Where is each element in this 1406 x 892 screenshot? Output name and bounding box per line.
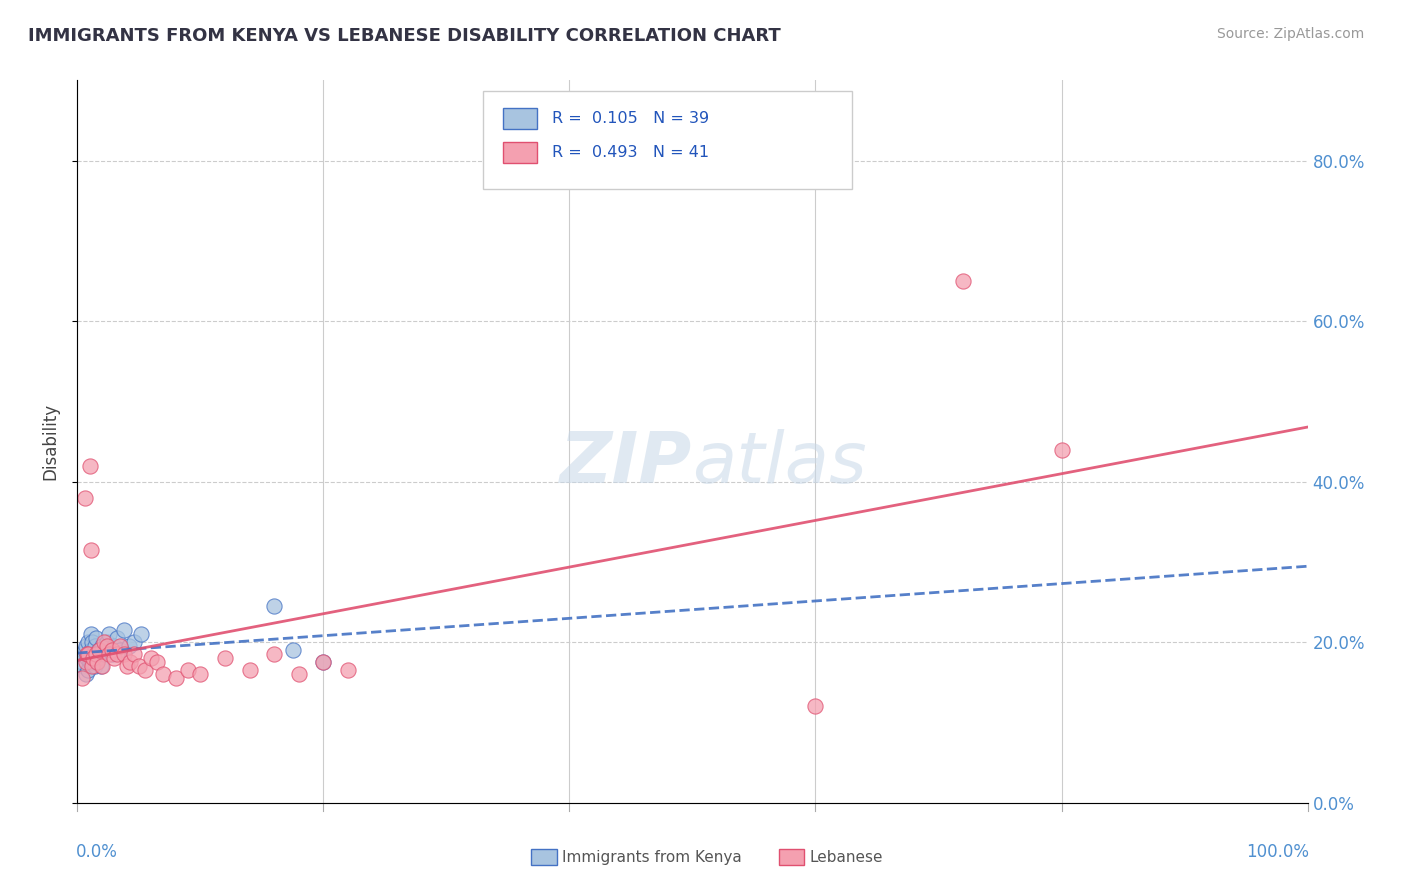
Point bbox=[177, 664, 200, 678]
Point bbox=[76, 651, 98, 665]
Point bbox=[118, 639, 141, 653]
Point bbox=[134, 664, 156, 678]
Text: IMMIGRANTS FROM KENYA VS LEBANESE DISABILITY CORRELATION CHART: IMMIGRANTS FROM KENYA VS LEBANESE DISABI… bbox=[28, 27, 780, 45]
Point bbox=[77, 635, 100, 649]
Point bbox=[1050, 442, 1073, 457]
Point bbox=[90, 659, 114, 673]
Point bbox=[98, 627, 121, 641]
Point bbox=[79, 648, 101, 662]
Point bbox=[112, 648, 135, 662]
Point bbox=[952, 274, 974, 288]
Point bbox=[73, 643, 96, 657]
Point bbox=[82, 635, 104, 649]
Point bbox=[87, 651, 110, 665]
Point bbox=[82, 655, 104, 669]
Point bbox=[105, 648, 128, 662]
Point bbox=[70, 655, 93, 669]
Text: Lebanese: Lebanese bbox=[810, 850, 883, 864]
Point bbox=[98, 648, 121, 662]
Point bbox=[75, 639, 97, 653]
Point bbox=[73, 491, 96, 505]
Point bbox=[89, 643, 111, 657]
Text: Source: ZipAtlas.com: Source: ZipAtlas.com bbox=[1216, 27, 1364, 41]
Text: R =  0.493   N = 41: R = 0.493 N = 41 bbox=[553, 145, 710, 160]
Point bbox=[281, 643, 304, 657]
Point bbox=[129, 627, 153, 641]
Point bbox=[110, 643, 132, 657]
Text: 0.0%: 0.0% bbox=[76, 843, 118, 861]
Bar bbox=[531, 849, 557, 865]
Point bbox=[70, 671, 93, 685]
Point bbox=[103, 639, 125, 653]
FancyBboxPatch shape bbox=[503, 143, 537, 162]
Point bbox=[105, 632, 128, 646]
Point bbox=[146, 655, 169, 669]
Point bbox=[101, 648, 124, 662]
Point bbox=[75, 667, 97, 681]
Point bbox=[86, 655, 108, 669]
FancyBboxPatch shape bbox=[503, 109, 537, 128]
Point bbox=[263, 648, 285, 662]
Point bbox=[165, 671, 187, 685]
Text: R =  0.105   N = 39: R = 0.105 N = 39 bbox=[553, 112, 710, 126]
Point bbox=[79, 655, 101, 669]
Point bbox=[84, 632, 107, 646]
Point bbox=[83, 639, 105, 653]
Point bbox=[79, 458, 101, 473]
Text: atlas: atlas bbox=[693, 429, 868, 498]
Point bbox=[239, 664, 262, 678]
Text: ZIP: ZIP bbox=[560, 429, 693, 498]
Point bbox=[188, 667, 212, 681]
Point bbox=[86, 655, 108, 669]
Point bbox=[337, 664, 360, 678]
Point bbox=[93, 648, 115, 662]
Point bbox=[82, 651, 104, 665]
Point bbox=[80, 542, 103, 557]
Point bbox=[96, 639, 118, 653]
Point bbox=[152, 667, 174, 681]
Point bbox=[75, 655, 97, 669]
Point bbox=[115, 659, 138, 673]
Point bbox=[82, 659, 104, 673]
Text: 100.0%: 100.0% bbox=[1246, 843, 1309, 861]
Point bbox=[122, 635, 145, 649]
Point bbox=[288, 667, 311, 681]
Point bbox=[110, 639, 132, 653]
Point bbox=[141, 651, 163, 665]
Point bbox=[80, 627, 103, 641]
Point bbox=[77, 648, 100, 662]
Point bbox=[112, 623, 135, 637]
Point bbox=[312, 655, 335, 669]
Y-axis label: Disability: Disability bbox=[41, 403, 59, 480]
Point bbox=[83, 659, 105, 673]
Point bbox=[128, 659, 150, 673]
Point bbox=[122, 648, 145, 662]
Point bbox=[96, 635, 118, 649]
Point bbox=[263, 599, 285, 614]
Point bbox=[72, 659, 94, 673]
Point bbox=[82, 648, 104, 662]
Point bbox=[214, 651, 236, 665]
Point bbox=[90, 659, 112, 673]
Point bbox=[84, 648, 107, 662]
Point bbox=[101, 643, 124, 657]
Point bbox=[84, 648, 107, 662]
Point bbox=[120, 655, 142, 669]
Point bbox=[90, 639, 114, 653]
Bar bbox=[779, 849, 804, 865]
Point bbox=[76, 648, 98, 662]
Point bbox=[89, 643, 111, 657]
Point bbox=[804, 699, 827, 714]
Text: Immigrants from Kenya: Immigrants from Kenya bbox=[562, 850, 742, 864]
Point bbox=[70, 648, 93, 662]
Point bbox=[103, 651, 125, 665]
FancyBboxPatch shape bbox=[484, 91, 852, 189]
Point bbox=[312, 655, 335, 669]
Point bbox=[80, 643, 103, 657]
Point bbox=[93, 635, 115, 649]
Point bbox=[77, 664, 100, 678]
